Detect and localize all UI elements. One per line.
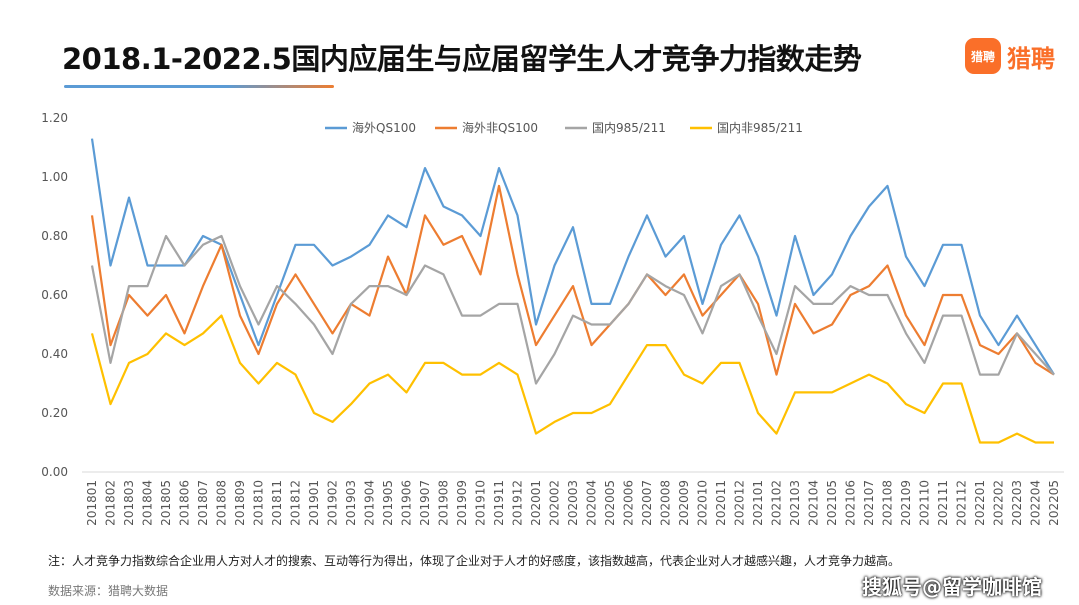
x-tick-label: 201801 [85,480,99,526]
x-tick-label: 202003 [566,480,580,526]
series-line [90,138,1055,376]
series-line [90,184,1055,376]
x-tick-label: 202201 [973,480,987,526]
y-tick-label: 0.80 [41,229,68,243]
x-tick-label: 202010 [696,480,710,526]
x-tick-label: 202012 [733,480,747,526]
legend-label: 海外非QS100 [462,120,538,135]
title-underline [64,85,334,88]
x-tick-label: 201912 [511,480,525,526]
x-tick-label: 202002 [548,480,562,526]
x-tick-label: 201803 [122,480,136,526]
x-tick-label: 202001 [529,480,543,526]
x-tick-label: 201804 [141,480,155,526]
y-tick-label: 0.40 [41,347,68,361]
legend-label: 海外QS100 [352,120,416,135]
x-tick-label: 202203 [1010,480,1024,526]
x-tick-label: 202204 [1029,480,1043,526]
x-tick-label: 202008 [659,480,673,526]
liepin-logo: 猎聘 猎聘 [965,38,1055,74]
footnote: 注：人才竞争力指数综合企业用人方对人才的搜索、互动等行为得出，体现了企业对于人才… [48,554,901,568]
liepin-logo-text: 猎聘 [1007,44,1055,73]
y-tick-label: 1.20 [41,111,68,125]
x-tick-label: 201805 [159,480,173,526]
x-tick-label: 202006 [622,480,636,526]
x-tick-label: 201806 [178,480,192,526]
x-tick-label: 201808 [215,480,229,526]
x-tick-label: 201909 [455,480,469,526]
series-line [90,234,1055,385]
x-tick-label: 202104 [807,480,821,526]
x-tick-label: 202110 [918,480,932,526]
x-tick-label: 202112 [955,480,969,526]
y-tick-label: 0.60 [41,288,68,302]
y-tick-label: 0.20 [41,406,68,420]
y-tick-label: 0.00 [41,465,68,479]
x-tick-label: 201807 [196,480,210,526]
series-layer [90,138,1055,444]
x-tick-label: 202109 [899,480,913,526]
x-tick-label: 201809 [233,480,247,526]
x-tick-label: 202107 [862,480,876,526]
x-tick-label: 202108 [881,480,895,526]
chart-title: 2018.1-2022.5国内应届生与应届留学生人才竞争力指数走势 [62,42,862,76]
x-tick-label: 201811 [270,480,284,526]
watermark: 搜狐号@留学咖啡馆 [862,575,1042,599]
x-tick-label: 202202 [992,480,1006,526]
x-tick-label: 202004 [585,480,599,526]
y-tick-label: 1.00 [41,170,68,184]
legend-label: 国内非985/211 [717,121,803,135]
legend: 海外QS100 海外非QS100 国内985/211 国内非985/211 [325,120,803,135]
axis-layer: 0.00 0.20 0.40 0.60 0.80 1.00 1.20 201801 201802… [41,111,1064,526]
liepin-logo-icon: 猎聘 [965,38,1001,74]
x-tick-label: 201901 [307,480,321,526]
x-tick-label: 202105 [825,480,839,526]
x-tick-label: 201902 [326,480,340,526]
x-tick-label: 201911 [492,480,506,526]
x-tick-label: 201802 [104,480,118,526]
legend-label: 国内985/211 [592,121,666,135]
series-line [90,314,1054,444]
x-tick-label: 202205 [1047,480,1061,526]
x-tick-label: 201903 [344,480,358,526]
x-tick-label: 202103 [788,480,802,526]
x-tick-label: 201905 [381,480,395,526]
x-tick-label: 201904 [363,480,377,526]
x-tick-label: 201906 [400,480,414,526]
x-tick-label: 201907 [418,480,432,526]
x-tick-label: 202111 [936,480,950,526]
x-tick-label: 201910 [474,480,488,526]
x-tick-label: 202101 [751,480,765,526]
x-tick-label: 202106 [844,480,858,526]
x-tick-label: 202009 [677,480,691,526]
x-tick-label: 202007 [640,480,654,526]
data-source: 数据来源：猎聘大数据 [48,584,169,598]
x-tick-label: 201812 [289,480,303,526]
x-tick-label: 201908 [437,480,451,526]
x-tick-label: 202005 [603,480,617,526]
x-tick-label: 202102 [770,480,784,526]
x-tick-label: 201810 [252,480,266,526]
x-tick-label: 202011 [714,480,728,526]
